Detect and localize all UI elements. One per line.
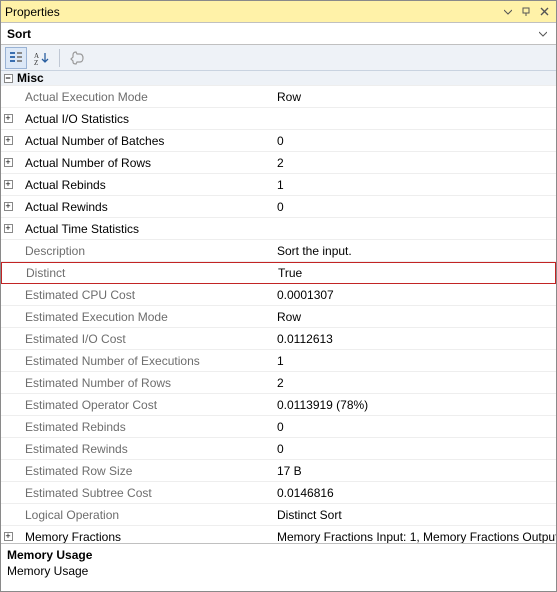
- toolbar-separator: [59, 49, 60, 67]
- property-name: Estimated Row Size: [15, 464, 271, 478]
- titlebar: Properties: [1, 1, 556, 23]
- description-text: Memory Usage: [7, 564, 550, 578]
- close-icon[interactable]: [536, 4, 552, 20]
- property-row[interactable]: Logical OperationDistinct Sort: [1, 504, 556, 526]
- object-selector[interactable]: Sort: [1, 23, 556, 45]
- category-name: Misc: [15, 71, 271, 85]
- property-name: Estimated Number of Rows: [15, 376, 271, 390]
- expand-icon[interactable]: +: [4, 114, 13, 123]
- expand-column: +: [1, 532, 15, 541]
- expand-icon[interactable]: +: [4, 532, 13, 541]
- description-pane: Memory Usage Memory Usage: [1, 543, 556, 591]
- property-row[interactable]: Estimated Operator Cost0.0113919 (78%): [1, 394, 556, 416]
- collapse-icon[interactable]: −: [4, 74, 13, 83]
- expand-column: +: [1, 180, 15, 189]
- expand-icon[interactable]: +: [4, 180, 13, 189]
- property-row[interactable]: Estimated Rebinds0: [1, 416, 556, 438]
- property-row[interactable]: +Actual Rewinds0: [1, 196, 556, 218]
- property-name: Estimated Rebinds: [15, 420, 271, 434]
- expand-icon[interactable]: +: [4, 202, 13, 211]
- property-value: 1: [271, 178, 556, 192]
- property-value: 2: [271, 156, 556, 170]
- window-title: Properties: [5, 5, 498, 19]
- dropdown-icon[interactable]: [500, 4, 516, 20]
- property-row[interactable]: Estimated I/O Cost0.0112613: [1, 328, 556, 350]
- property-row[interactable]: Estimated CPU Cost0.0001307: [1, 284, 556, 306]
- property-row[interactable]: Estimated Rewinds0: [1, 438, 556, 460]
- property-name: Estimated Rewinds: [15, 442, 271, 456]
- property-value: Memory Fractions Input: 1, Memory Fracti…: [271, 530, 556, 544]
- categorized-button[interactable]: [5, 47, 27, 69]
- property-name: Actual Execution Mode: [15, 90, 271, 104]
- property-value: Distinct Sort: [271, 508, 556, 522]
- property-value: 0: [271, 134, 556, 148]
- property-value: 0.0112613: [271, 332, 556, 346]
- description-title: Memory Usage: [7, 548, 550, 562]
- property-name: Estimated Number of Executions: [15, 354, 271, 368]
- expand-icon[interactable]: +: [4, 158, 13, 167]
- property-row[interactable]: DistinctTrue: [1, 262, 556, 284]
- expand-column: +: [1, 114, 15, 123]
- property-row[interactable]: Estimated Number of Executions1: [1, 350, 556, 372]
- property-row[interactable]: Estimated Row Size17 B: [1, 460, 556, 482]
- property-name: Actual Number of Batches: [15, 134, 271, 148]
- property-name: Description: [15, 244, 271, 258]
- property-row[interactable]: +Actual Rebinds1: [1, 174, 556, 196]
- property-name: Distinct: [16, 266, 272, 280]
- property-name: Estimated Operator Cost: [15, 398, 271, 412]
- property-name: Logical Operation: [15, 508, 271, 522]
- property-value: 0: [271, 442, 556, 456]
- property-row[interactable]: +Actual Time Statistics: [1, 218, 556, 240]
- property-name: Actual Time Statistics: [15, 222, 271, 236]
- alphabetical-button[interactable]: A Z: [31, 47, 53, 69]
- property-value: Row: [271, 90, 556, 104]
- property-name: Actual Rebinds: [15, 178, 271, 192]
- property-row[interactable]: Estimated Execution ModeRow: [1, 306, 556, 328]
- property-value: Sort the input.: [271, 244, 556, 258]
- toolbar: A Z: [1, 45, 556, 71]
- property-value: 17 B: [271, 464, 556, 478]
- expand-column: +: [1, 136, 15, 145]
- property-value: 0: [271, 420, 556, 434]
- property-row[interactable]: +Actual Number of Rows2: [1, 152, 556, 174]
- chevron-down-icon: [536, 27, 550, 41]
- category-row[interactable]: − Misc: [1, 71, 556, 86]
- property-name: Estimated I/O Cost: [15, 332, 271, 346]
- property-row[interactable]: Estimated Number of Rows2: [1, 372, 556, 394]
- expand-column: +: [1, 202, 15, 211]
- property-row[interactable]: DescriptionSort the input.: [1, 240, 556, 262]
- expand-icon[interactable]: +: [4, 136, 13, 145]
- expand-column: +: [1, 158, 15, 167]
- property-value: 2: [271, 376, 556, 390]
- object-name: Sort: [7, 27, 31, 41]
- property-row[interactable]: Actual Execution ModeRow: [1, 86, 556, 108]
- property-value: 1: [271, 354, 556, 368]
- property-row[interactable]: +Actual I/O Statistics: [1, 108, 556, 130]
- property-grid: − Misc Actual Execution ModeRow+Actual I…: [1, 71, 556, 543]
- property-row[interactable]: +Memory FractionsMemory Fractions Input:…: [1, 526, 556, 543]
- property-name: Memory Fractions: [15, 530, 271, 544]
- property-name: Actual Rewinds: [15, 200, 271, 214]
- svg-text:Z: Z: [34, 59, 38, 65]
- property-value: Row: [271, 310, 556, 324]
- autohide-icon[interactable]: [518, 4, 534, 20]
- expand-icon[interactable]: +: [4, 224, 13, 233]
- property-value: True: [272, 266, 555, 280]
- property-value: 0.0146816: [271, 486, 556, 500]
- property-value: 0.0001307: [271, 288, 556, 302]
- property-pages-button[interactable]: [66, 47, 88, 69]
- property-name: Estimated Execution Mode: [15, 310, 271, 324]
- property-name: Actual I/O Statistics: [15, 112, 271, 126]
- property-value: 0: [271, 200, 556, 214]
- property-name: Actual Number of Rows: [15, 156, 271, 170]
- property-value: 0.0113919 (78%): [271, 398, 556, 412]
- property-row[interactable]: +Actual Number of Batches0: [1, 130, 556, 152]
- property-row[interactable]: Estimated Subtree Cost0.0146816: [1, 482, 556, 504]
- expand-column: +: [1, 224, 15, 233]
- property-name: Estimated Subtree Cost: [15, 486, 271, 500]
- property-name: Estimated CPU Cost: [15, 288, 271, 302]
